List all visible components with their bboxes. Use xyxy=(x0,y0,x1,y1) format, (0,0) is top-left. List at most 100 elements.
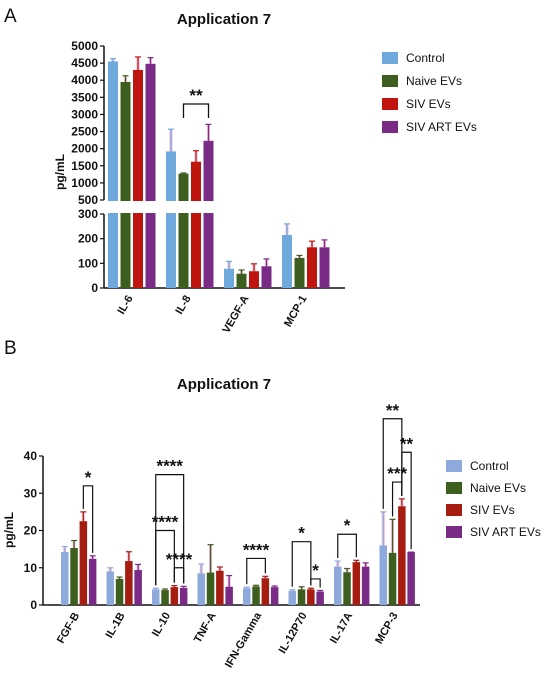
bar xyxy=(243,588,251,605)
significance-bracket xyxy=(246,557,266,585)
bar xyxy=(152,589,160,605)
y-tick-label: 300 xyxy=(78,207,98,221)
panel-a-y-axis-title: pg/mL xyxy=(53,154,67,190)
panel-b-annotations: ************* ************** xyxy=(82,401,413,588)
panel-b-label: B xyxy=(4,338,17,359)
bar xyxy=(88,558,97,605)
significance-label: * xyxy=(312,561,319,580)
legend-swatch xyxy=(382,52,398,64)
legend-swatch xyxy=(446,460,462,472)
bar xyxy=(178,173,189,288)
y-tick-label: 500 xyxy=(78,193,98,207)
bar xyxy=(252,586,260,605)
bar xyxy=(288,590,296,605)
bar xyxy=(134,569,142,605)
bar xyxy=(297,589,306,605)
bar xyxy=(115,578,124,605)
bar xyxy=(407,552,415,605)
bar xyxy=(270,587,279,605)
legend-label: Naive EVs xyxy=(470,481,526,495)
legend-label: Control xyxy=(470,459,509,473)
x-tick-label: TNF-A xyxy=(192,610,219,645)
bar xyxy=(166,151,176,288)
bar xyxy=(145,63,156,288)
legend-swatch xyxy=(446,504,462,516)
axis-break-gap xyxy=(102,201,347,213)
bar xyxy=(61,552,69,605)
bar xyxy=(319,247,330,288)
x-tick-label: IL-17A xyxy=(328,610,355,645)
y-tick-label: 3000 xyxy=(71,107,98,121)
bar xyxy=(261,266,272,288)
significance-bracket xyxy=(291,541,312,587)
legend-label: SIV EVs xyxy=(470,503,515,517)
bar xyxy=(225,586,233,605)
x-tick-label: IL-1B xyxy=(104,610,128,640)
significance-bracket xyxy=(391,481,403,517)
bar xyxy=(379,545,387,605)
panel-a-legend: Control Naive EVs SIV EVs SIV ART EVs xyxy=(382,51,477,134)
bar xyxy=(261,578,270,605)
legend-swatch xyxy=(382,75,398,87)
bar xyxy=(70,548,78,605)
legend-label: SIV ART EVs xyxy=(406,120,477,134)
legend-swatch xyxy=(382,98,398,110)
bar xyxy=(179,587,188,605)
y-tick-label: 0 xyxy=(91,281,98,295)
y-tick-label: 2000 xyxy=(71,142,98,156)
bar xyxy=(216,570,224,605)
bar xyxy=(108,61,118,289)
bar xyxy=(236,273,247,288)
significance-label: **** xyxy=(152,513,179,532)
y-tick-label: 100 xyxy=(78,256,98,270)
significance-bracket xyxy=(182,103,210,118)
bar xyxy=(294,257,305,288)
panel-a-axes: 500 1000 1500 2000 2500 3000 3500 4000 4500 5000 0… xyxy=(71,39,345,295)
y-tick-label: 40 xyxy=(24,449,38,463)
y-tick-label: 200 xyxy=(78,232,98,246)
bar xyxy=(120,81,131,288)
bar xyxy=(203,140,214,288)
bar xyxy=(206,572,215,605)
panel-b-y-axis-title: pg/mL xyxy=(2,512,16,548)
x-tick-label: IL-10 xyxy=(150,611,173,639)
bar xyxy=(343,572,351,605)
bar xyxy=(106,571,114,605)
panel-a-title: Application 7 xyxy=(177,11,271,28)
x-tick-label: MCP-3 xyxy=(373,611,401,647)
panel-a-bars: IL-6 IL-8 VEGF-A MCP-1 xyxy=(102,56,347,335)
bar xyxy=(316,591,324,605)
legend-swatch xyxy=(382,121,398,133)
x-tick-label: IL-6 xyxy=(115,294,135,317)
significance-label: * xyxy=(298,524,305,543)
y-tick-label: 5000 xyxy=(71,39,98,53)
significance-label: **** xyxy=(156,457,183,476)
significance-label: **** xyxy=(243,540,270,559)
significance-label: * xyxy=(85,468,92,487)
legend-label: Control xyxy=(406,51,445,65)
bar xyxy=(79,521,88,605)
panel-b: B Application 7 pg/mL 0 10 20 30 40 FGF-B IL-… xyxy=(2,338,541,670)
bar xyxy=(334,566,342,605)
legend-label: SIV ART EVs xyxy=(470,525,541,539)
significance-bracket xyxy=(337,533,357,559)
significance-label: *** xyxy=(387,464,407,483)
significance-label: ** xyxy=(189,86,203,105)
panel-b-legend: Control Naive EVs SIV EVs SIV ART EVs xyxy=(446,459,541,539)
panel-a-label: A xyxy=(4,6,17,27)
x-tick-label: IL-12P70 xyxy=(277,611,310,656)
significance-bracket xyxy=(401,451,412,550)
y-tick-label: 1500 xyxy=(71,159,98,173)
significance-bracket xyxy=(82,485,94,553)
legend-swatch xyxy=(446,526,462,538)
bar xyxy=(133,69,143,288)
bar xyxy=(125,561,133,605)
significance-label: ** xyxy=(386,401,400,420)
bar xyxy=(197,573,205,605)
bar xyxy=(307,589,315,605)
panel-b-bars: FGF-B IL-1B IL-10 TNF-A IFN-Gamma IL-12P70 IL-… xyxy=(55,498,415,670)
y-tick-label: 1000 xyxy=(71,176,98,190)
x-tick-label: IL-8 xyxy=(173,294,193,317)
bar xyxy=(249,271,259,288)
